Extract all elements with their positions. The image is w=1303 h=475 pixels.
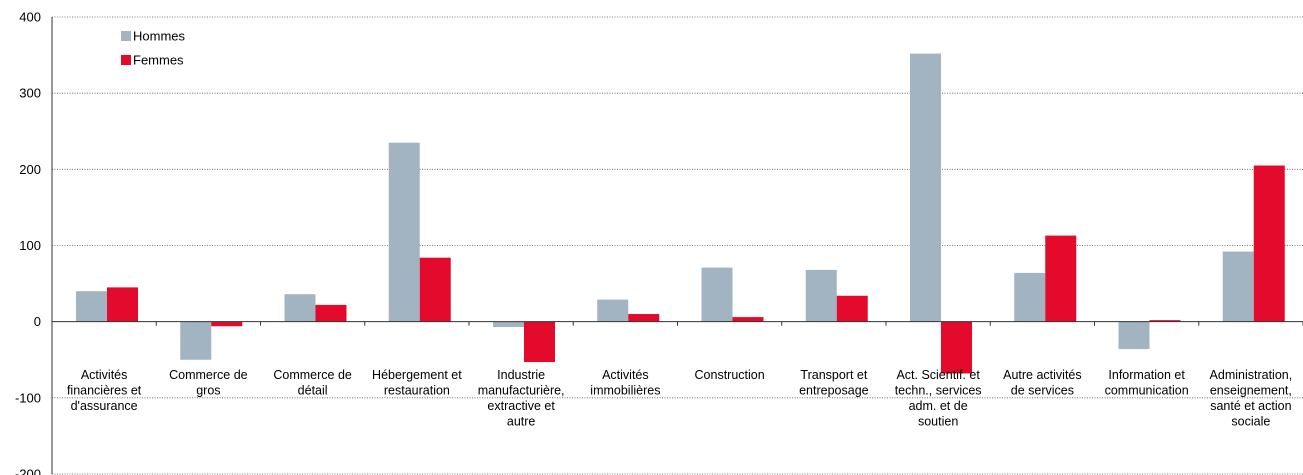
category-label: Autre activités de services (1003, 368, 1082, 398)
category-label: Commerce de gros (169, 368, 248, 398)
bar-femmes (836, 295, 868, 322)
category-label: Activités immobilières (590, 368, 660, 398)
category-label: Administration, enseignement, santé et act… (1210, 368, 1293, 429)
bar-femmes (315, 304, 347, 322)
bar-femmes (211, 321, 243, 327)
x-axis: Activités financières et d'assurance Commer… (51, 321, 1303, 429)
y-tick-label: -200 (15, 467, 41, 475)
bar-femmes (1045, 235, 1077, 322)
bar-hommes (1014, 272, 1046, 322)
bars (76, 53, 1285, 374)
legend-swatch-femmes (121, 55, 131, 65)
bar-hommes (493, 321, 524, 327)
y-tick-label: 200 (19, 162, 41, 177)
y-tick-label: 100 (19, 238, 41, 253)
bar-femmes (419, 257, 451, 322)
bar-hommes (701, 267, 733, 322)
grid-lines (52, 16, 1303, 475)
category-label: Information et communication (1105, 368, 1189, 398)
category-label: Act. Scientif. et techn., services adm. et… (895, 368, 982, 429)
category-label: Activités financières et d'assurance (67, 368, 142, 413)
y-tick-label: 300 (19, 86, 41, 101)
y-tick-label: -100 (15, 390, 41, 405)
category-label: Industrie manufacturière, extractive et aut… (478, 368, 565, 429)
bar-hommes (597, 299, 629, 322)
bar-femmes (107, 287, 138, 322)
bar-hommes (388, 142, 420, 322)
bar-femmes (732, 317, 764, 322)
bar-femmes (1149, 320, 1181, 322)
bar-hommes (1118, 321, 1150, 350)
category-label: Commerce de détail (273, 368, 352, 398)
bar-femmes (628, 314, 660, 322)
category-label: Hébergement et restauration (372, 368, 462, 398)
y-axis: 400 300 200 100 0 -100 -200 (15, 10, 53, 475)
legend-label-femmes: Femmes (133, 53, 184, 68)
bar-femmes (941, 321, 972, 374)
bar-femmes (524, 321, 555, 363)
bar-hommes (910, 53, 941, 322)
bar-hommes (1222, 251, 1254, 322)
bar-hommes (284, 294, 316, 322)
bar-hommes (805, 269, 837, 322)
category-label: Transport et entreposage (799, 368, 869, 398)
bar-hommes (76, 291, 107, 322)
bar-hommes (180, 321, 212, 360)
legend-label-hommes: Hommes (133, 29, 186, 44)
legend-swatch-hommes (121, 31, 131, 41)
y-tick-label: 400 (19, 10, 41, 25)
legend: Hommes Femmes (121, 29, 186, 68)
y-tick-label: 0 (34, 314, 41, 329)
category-label: Construction (695, 368, 765, 382)
bar-femmes (1253, 165, 1285, 322)
